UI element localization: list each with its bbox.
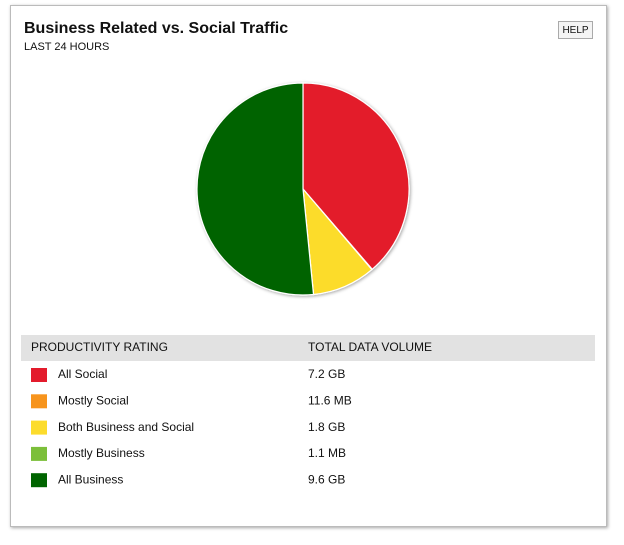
row-value: 1.8 GB (308, 420, 345, 434)
row-label: Mostly Social (58, 393, 129, 407)
row-label: Both Business and Social (58, 420, 194, 434)
help-button[interactable] (558, 21, 593, 39)
legend-swatch (31, 394, 47, 409)
row-value: 1.1 MB (308, 446, 346, 460)
column-header: PRODUCTIVITY RATING (31, 340, 168, 354)
pie-slice (302, 82, 410, 271)
column-header: TOTAL DATA VOLUME (308, 340, 432, 354)
subtitle: LAST 24 HOURS (24, 41, 109, 53)
row-value: 7.2 GB (308, 367, 345, 381)
row-value: 11.6 MB (308, 393, 352, 407)
pie-slice (196, 82, 315, 296)
legend-swatch (31, 446, 47, 461)
row-value: 9.6 GB (308, 472, 345, 486)
table-header (21, 335, 595, 361)
legend-swatch (31, 368, 47, 382)
legend-swatch (31, 420, 47, 435)
help-label[interactable]: HELP (562, 25, 588, 36)
pie (196, 82, 410, 296)
legend-swatch (31, 473, 47, 488)
row-label: All Social (58, 367, 107, 381)
title: Business Related vs. Social Traffic (24, 20, 288, 37)
row-label: Mostly Business (58, 446, 145, 460)
row-label: All Business (58, 472, 123, 486)
